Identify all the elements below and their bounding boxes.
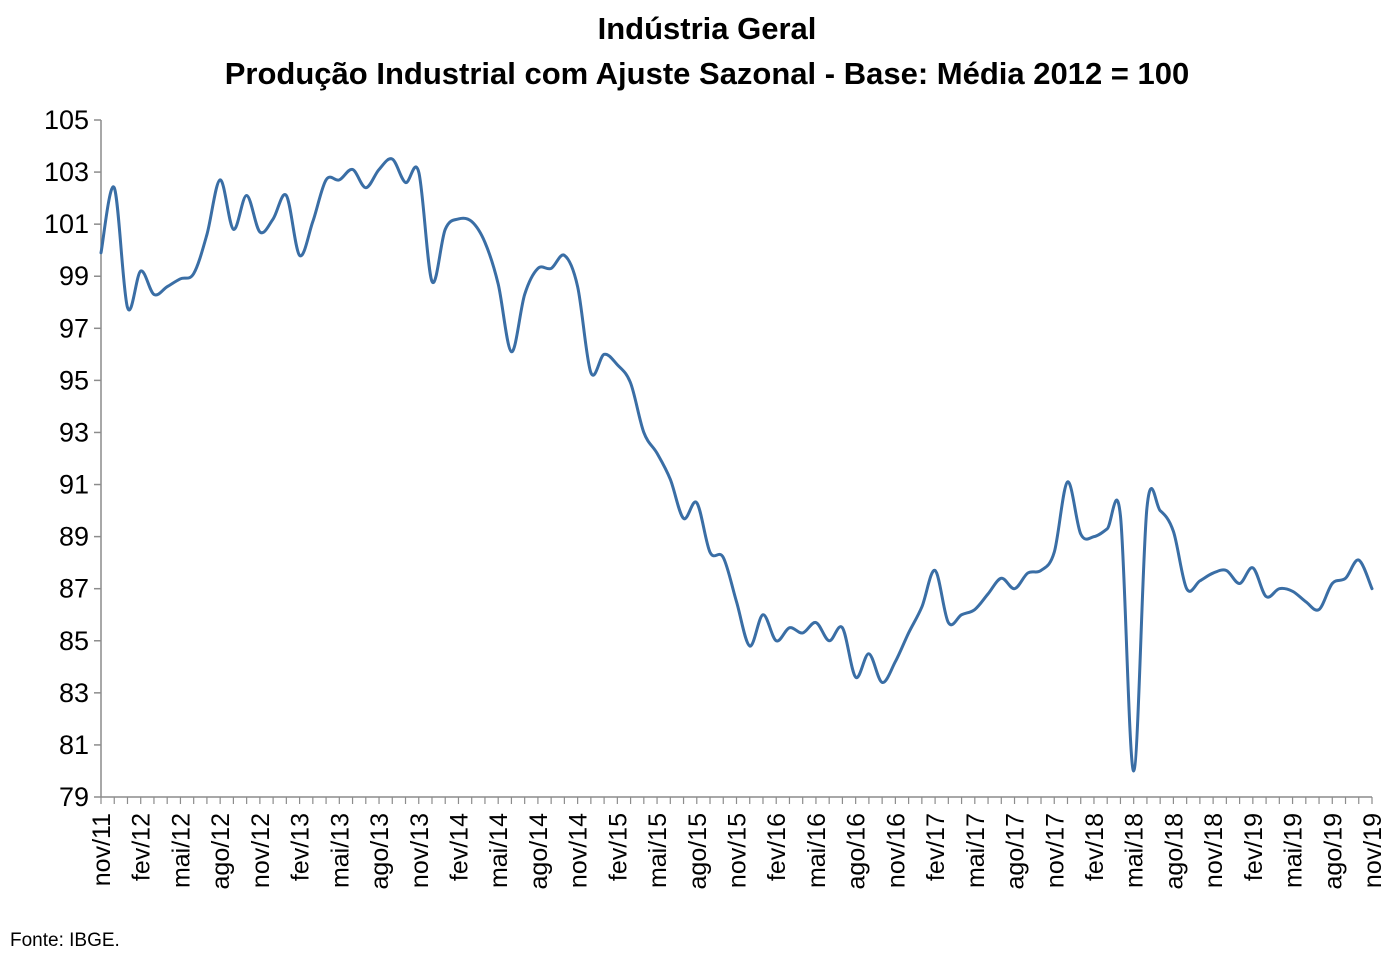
y-tick-label: 101 [44,209,89,239]
y-tick-label: 89 [59,522,89,552]
x-tick-label: fev/19 [1240,813,1268,881]
y-tick-label: 91 [59,470,89,500]
x-tick-label: fev/14 [445,813,473,881]
x-axis: nov/11 fev/12 mai/12 ago/12 nov/12 fev/13 mai/… [88,796,1387,890]
x-tick-label: ago/18 [1160,813,1188,889]
chart-subtitle: Produção Industrial com Ajuste Sazonal -… [225,56,1189,91]
series-layer [99,157,1374,773]
x-tick-label: ago/14 [525,813,553,890]
y-axis: 79 81 83 85 87 89 91 93 95 97 99 101 103 105 [44,105,102,812]
x-tick-label: mai/12 [167,813,195,888]
x-tick-label: nov/12 [247,813,275,888]
y-tick-label: 79 [59,782,89,812]
x-tick-label: nov/17 [1041,813,1069,888]
x-tick-label: nov/18 [1200,813,1228,888]
series-line [99,157,1374,773]
x-tick-label: nov/13 [406,813,434,888]
x-tick-label: ago/17 [1002,813,1030,889]
y-tick-label: 97 [59,313,89,343]
x-tick-label: nov/16 [882,813,910,888]
y-tick-label: 95 [59,365,89,395]
y-tick-label: 103 [44,157,89,187]
chart-title: Indústria Geral [598,11,817,46]
y-tick-label: 99 [59,261,89,291]
source-note: Fonte: IBGE. [10,930,120,951]
y-tick-label: 85 [59,626,89,656]
x-tick-label: ago/16 [843,813,871,889]
x-tick-label: nov/15 [724,813,752,888]
x-tick-label: nov/11 [88,813,116,886]
x-tick-label: fev/12 [128,813,156,881]
x-tick-label: mai/19 [1280,813,1308,888]
x-tick-label: mai/16 [803,813,831,888]
y-tick-label: 105 [44,105,89,135]
x-tick-label: mai/15 [644,813,672,888]
x-tick-label: fev/18 [1081,813,1109,881]
x-tick-label: fev/15 [604,813,632,881]
x-tick-label: ago/12 [207,813,235,889]
y-tick-label: 81 [59,730,89,760]
x-tick-label: mai/17 [962,813,990,888]
x-tick-label: ago/13 [366,813,394,889]
y-tick-label: 87 [59,574,89,604]
y-tick-label: 83 [59,678,89,708]
y-tick-label: 93 [59,417,89,447]
x-tick-label: nov/14 [565,813,593,888]
x-tick-label: mai/18 [1121,813,1149,888]
x-tick-label: nov/19 [1359,813,1387,888]
x-tick-label: fev/17 [922,813,950,881]
x-tick-label: fev/16 [763,813,791,881]
x-tick-label: ago/15 [684,813,712,889]
x-tick-label: ago/19 [1319,813,1347,889]
x-tick-label: fev/13 [287,813,315,881]
x-tick-label: mai/13 [326,813,354,888]
x-tick-label: mai/14 [485,813,513,888]
